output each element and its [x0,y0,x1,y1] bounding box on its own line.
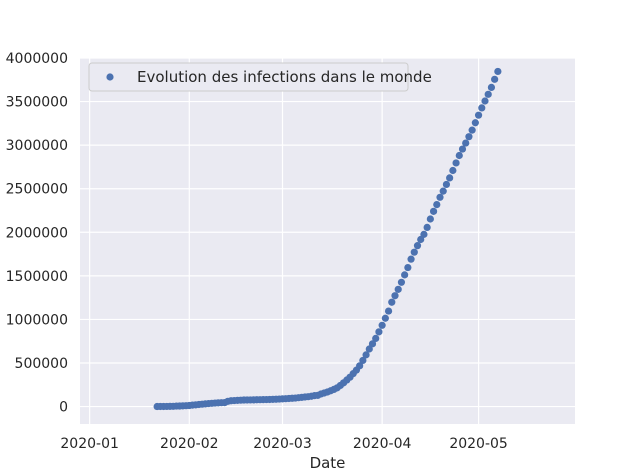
legend-box [88,62,409,92]
data-point [494,67,502,76]
x-axis-label: Date [310,454,346,472]
data-point [468,126,476,134]
x-tick-label: 2020-05 [449,436,508,452]
data-point [449,166,457,175]
y-tick-label: 2500000 [6,182,68,198]
y-tick-label: 500000 [15,356,68,372]
data-point [381,314,389,322]
data-point [481,97,489,105]
data-point [465,133,473,141]
plot-area [80,58,575,424]
legend-marker [106,73,114,81]
legend: Evolution des infections dans le monde [88,62,432,92]
data-point [378,321,386,329]
x-tick-label: 2020-03 [253,436,312,452]
data-point [487,83,496,91]
data-point [407,255,415,263]
data-point [458,145,467,153]
data-point [433,200,441,209]
data-point [429,207,438,215]
data-point [446,174,454,182]
y-tick-label: 1000000 [6,312,68,328]
data-point [410,248,418,256]
data-point [368,340,377,348]
y-tick-label: 4000000 [6,51,68,67]
data-point [455,151,463,160]
data-point [401,271,409,279]
grid-lines [80,57,575,424]
data-point [388,298,396,306]
data-point [365,345,373,353]
data-point [471,119,479,127]
y-tick-label: 1500000 [6,269,68,285]
data-point [420,230,428,238]
data-point [384,307,393,315]
x-tick-label: 2020-04 [353,436,412,452]
x-axis-ticks: 2020-01 2020-02 2020-03 2020-04 2020-05 [60,436,507,452]
data-point [404,263,412,272]
legend-label: Evolution des infections dans le monde [137,68,432,86]
y-tick-label: 3000000 [6,138,68,154]
data-point [426,215,434,223]
data-point [359,356,367,365]
data-point [491,75,499,83]
data-point [413,242,422,250]
data-point [478,104,486,112]
y-tick-label: 0 [59,400,68,416]
data-point [362,351,370,359]
y-tick-label: 3500000 [6,95,68,111]
data-point [442,180,451,189]
data-point [375,328,383,336]
data-point [423,223,431,232]
x-tick-label: 2020-01 [60,436,119,452]
data-point [391,292,399,300]
data-point [474,111,483,119]
data-point [462,139,470,147]
data-point [356,362,364,370]
x-tick-label: 2020-02 [160,436,219,452]
data-point [452,159,460,167]
y-tick-label: 2000000 [6,225,68,241]
data-point [436,193,444,201]
data-point [439,187,447,195]
data-point [397,278,406,286]
data-point [417,235,425,244]
data-points [153,67,502,411]
data-point [484,90,492,98]
data-point [372,334,380,342]
data-point [394,285,402,293]
y-axis-ticks: 0 500000 1000000 1500000 2000000 2500000 30000… [6,51,68,416]
